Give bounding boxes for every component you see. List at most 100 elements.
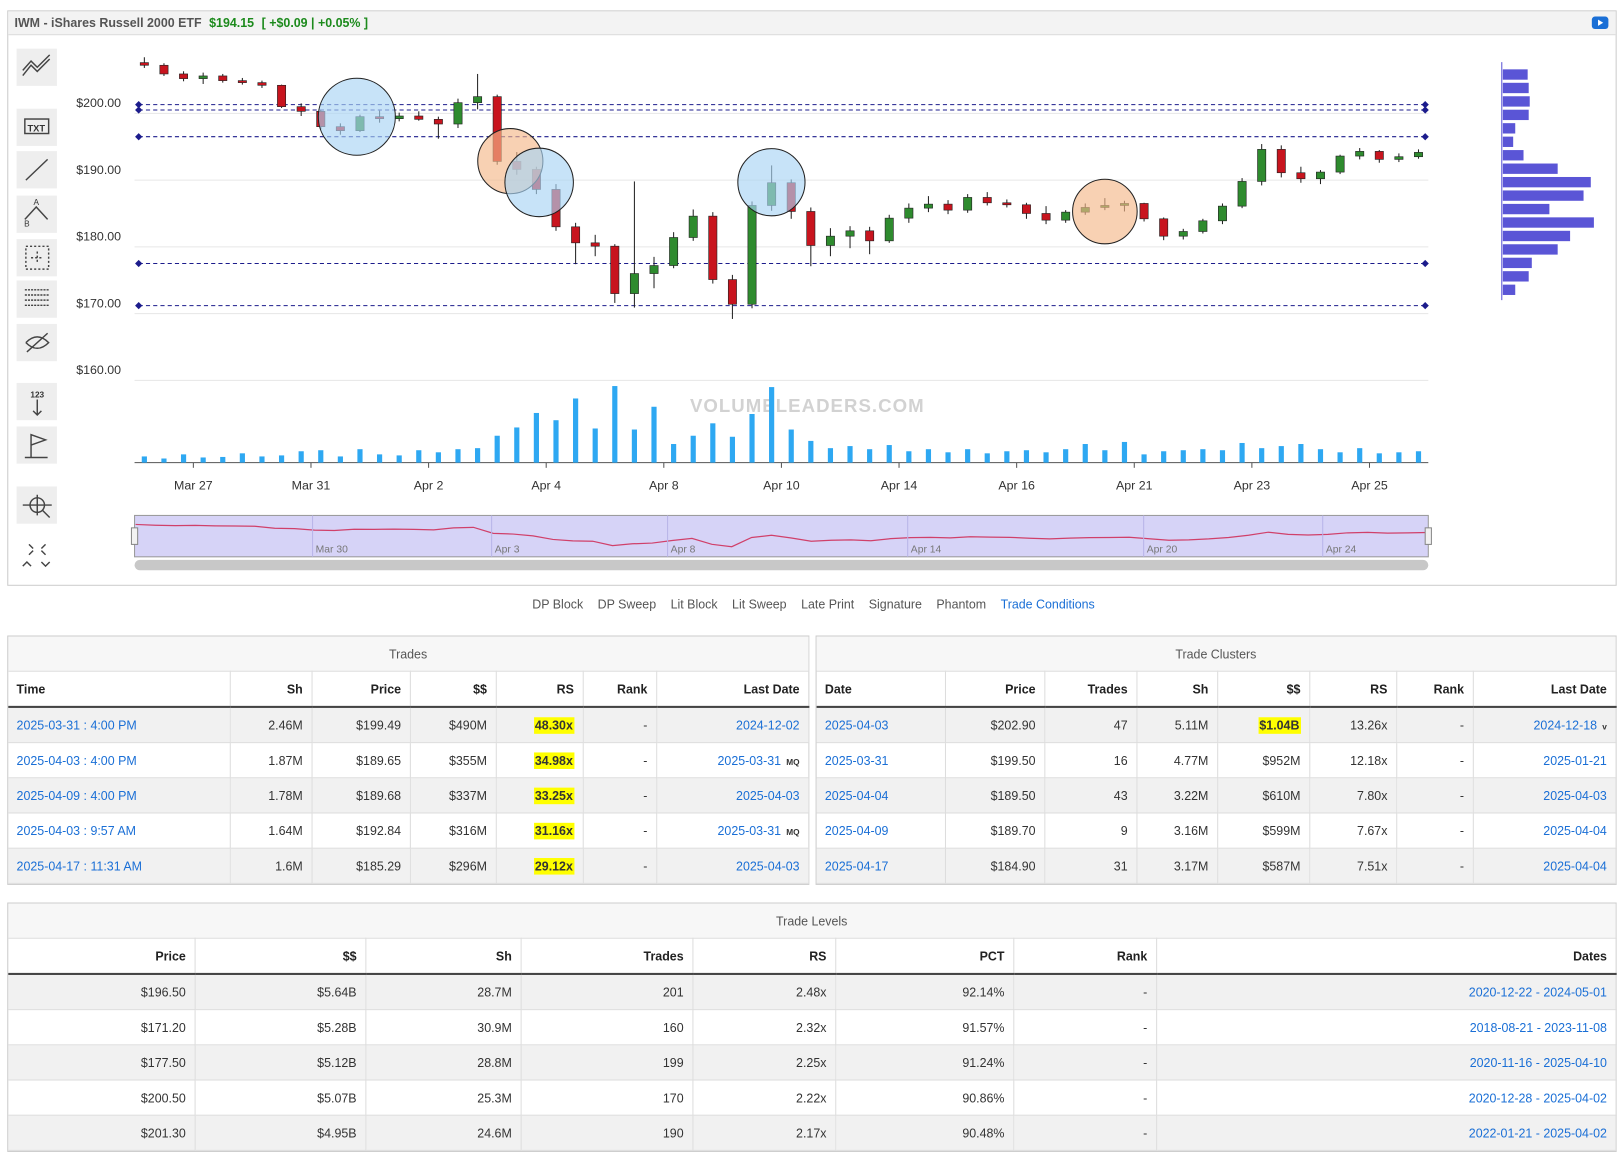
volume-bar	[573, 398, 579, 463]
table-cell: $5.64B	[194, 973, 366, 1011]
legend-item[interactable]: Phantom	[932, 597, 986, 611]
table-cell: $355M	[409, 742, 497, 779]
table-cell[interactable]: 2020-12-22 - 2024-05-01	[1156, 973, 1617, 1011]
table-cell[interactable]: 2025-04-03 : 4:00 PM	[8, 742, 231, 779]
table-cell[interactable]: 2025-03-31 : 4:00 PM	[8, 706, 231, 744]
table-cell[interactable]: 2025-03-31 MQ	[656, 742, 809, 779]
table-cell[interactable]: 2025-04-04	[1472, 812, 1617, 849]
table-cell: 2.25x	[692, 1044, 836, 1081]
legend-item[interactable]: DP Sweep	[594, 597, 656, 611]
volume-bar	[592, 428, 598, 463]
candle-body	[1296, 172, 1306, 180]
table-cell[interactable]: 2024-12-02	[656, 706, 809, 744]
volume-bar	[161, 458, 167, 463]
candle-body	[1414, 152, 1423, 158]
volume-bar	[965, 449, 971, 463]
trade-bubble[interactable]	[317, 77, 396, 156]
table: Trades Time Sh Price $$ RS Rank Last Date 2025-0…	[8, 636, 809, 884]
column-header: Last Date	[656, 671, 809, 708]
tool-label: TXT	[27, 123, 45, 133]
tool-button[interactable]	[16, 280, 57, 318]
table-cell[interactable]: 2025-04-03	[816, 706, 946, 744]
table-cell: 31	[1044, 848, 1137, 884]
volume-bar	[1317, 449, 1324, 463]
table-cell[interactable]: 2020-11-16 - 2025-04-10	[1156, 1044, 1617, 1081]
y-tick-label: $200.00	[76, 96, 121, 110]
tool-label: B	[24, 220, 30, 229]
table-cell[interactable]: 2025-04-17 : 11:31 AM	[8, 848, 231, 884]
table-cell[interactable]: 2024-12-18 v	[1472, 706, 1617, 744]
table-title: Trade Levels	[8, 903, 1617, 939]
table-cell: 160	[520, 1009, 693, 1046]
table-cell[interactable]: 2025-04-04	[816, 777, 946, 814]
table-cell: $196.50	[8, 973, 196, 1011]
navigator-handle[interactable]	[1424, 527, 1432, 545]
legend-item[interactable]: DP Block	[528, 597, 583, 611]
volume-bar	[416, 450, 422, 463]
table-body: Trade Levels Price $$ Sh Trades RS PCT Rank Date…	[8, 903, 1617, 1151]
column-header: RS	[692, 938, 836, 975]
table-cell[interactable]: 2025-03-31	[816, 742, 946, 779]
volume-bar	[396, 455, 402, 463]
table-cell[interactable]: 2025-03-31 MQ	[656, 812, 809, 849]
toolbar	[16, 48, 57, 568]
table-cell[interactable]: 2025-04-17	[816, 848, 946, 884]
volume-bar	[180, 454, 187, 463]
candle-body	[1316, 171, 1325, 180]
table-cell: 43	[1044, 777, 1137, 814]
volume-bar	[141, 456, 147, 463]
legend-item[interactable]: Signature	[865, 597, 922, 611]
legend-item[interactable]: Lit Sweep	[728, 597, 787, 611]
tool-button[interactable]	[16, 195, 57, 233]
table-cell[interactable]: 2025-04-03 : 9:57 AM	[8, 812, 231, 849]
table-cell: -	[1013, 1009, 1157, 1046]
table-cell: 7.67x	[1309, 812, 1397, 849]
legend-label: Lit Block	[670, 597, 718, 612]
trade-bubble[interactable]	[504, 147, 574, 218]
volume-bar	[1298, 444, 1304, 463]
level-marker	[135, 301, 143, 310]
navigator-handle[interactable]	[130, 527, 139, 545]
table-cell: $171.20	[8, 1009, 196, 1046]
table-cell[interactable]: 2018-08-21 - 2023-11-08	[1156, 1009, 1617, 1046]
candle-body	[727, 279, 737, 305]
table-cell: 2.17x	[692, 1115, 836, 1151]
profile-bar	[1502, 163, 1558, 174]
legend-item[interactable]: Lit Block	[666, 597, 718, 612]
table-cell[interactable]: 2020-12-28 - 2025-04-02	[1156, 1080, 1617, 1116]
table-cell[interactable]: 2025-04-09 : 4:00 PM	[8, 777, 231, 814]
candle-body	[159, 64, 169, 75]
table-cell: -	[1013, 1080, 1157, 1116]
legend-item[interactable]: Late Print	[797, 597, 854, 611]
navigator-line	[135, 523, 1428, 548]
table-row: 2025-04-03 : 9:57 AM 1.64M $192.84 $316M 31.…	[8, 812, 809, 849]
volume-bar	[1200, 449, 1206, 463]
table-cell: 4.77M	[1136, 742, 1218, 779]
table-cell[interactable]: 2025-04-03	[656, 848, 809, 884]
column-header: Trades	[520, 938, 693, 975]
table-cell[interactable]: 2025-01-21	[1472, 742, 1617, 779]
table-row: 2025-03-31 : 4:00 PM 2.46M $199.49 $490M 48.…	[8, 706, 809, 744]
profile-bar	[1502, 244, 1558, 255]
table-cell[interactable]: 2025-04-03	[1472, 777, 1617, 814]
x-tick-label: Apr 10	[763, 479, 800, 493]
candle-body	[1061, 211, 1071, 221]
table-cell[interactable]: 2025-04-04	[1472, 848, 1617, 884]
table-cell: -	[1013, 973, 1157, 1011]
table-cell[interactable]: 2025-04-09	[816, 812, 946, 849]
volume-bar	[376, 454, 383, 463]
tool-icon	[22, 54, 51, 77]
trade-bubble[interactable]	[737, 148, 806, 217]
volume-bar	[1376, 453, 1382, 463]
table-cell[interactable]: 2025-04-03	[656, 777, 809, 814]
table-cell: 28.7M	[365, 973, 522, 1011]
tool-button[interactable]	[16, 108, 57, 146]
trade-bubble[interactable]	[1072, 178, 1138, 245]
scrollbar[interactable]	[134, 559, 1429, 571]
volume-bar	[514, 427, 520, 463]
table-cell[interactable]: 2022-01-21 - 2025-04-02	[1156, 1115, 1617, 1151]
table-cell: -	[582, 848, 657, 884]
legend-item[interactable]: Trade Conditions	[996, 597, 1095, 611]
table-cell: 190	[520, 1115, 693, 1151]
candle-body	[1335, 155, 1345, 173]
